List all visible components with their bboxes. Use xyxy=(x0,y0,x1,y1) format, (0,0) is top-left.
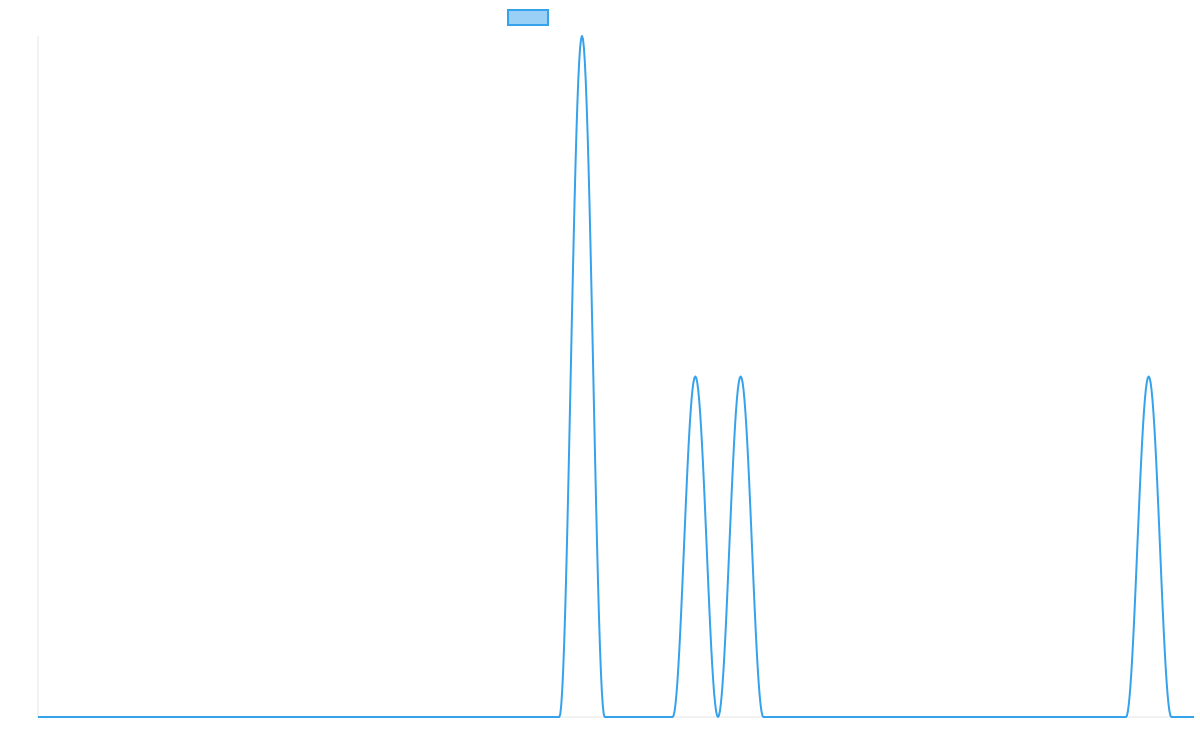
data-point xyxy=(987,714,993,720)
data-point xyxy=(602,714,608,720)
data-point xyxy=(783,714,789,720)
data-point xyxy=(738,374,744,380)
data-point xyxy=(1055,714,1061,720)
legend-swatch[interactable] xyxy=(507,9,549,26)
data-point xyxy=(919,714,925,720)
data-point xyxy=(692,374,698,380)
data-point xyxy=(647,714,653,720)
data-point xyxy=(466,714,472,720)
data-point xyxy=(330,714,336,720)
data-point xyxy=(715,714,721,720)
data-point xyxy=(851,714,857,720)
data-point xyxy=(534,714,540,720)
data-point xyxy=(1078,714,1084,720)
data-point xyxy=(760,714,766,720)
data-point xyxy=(874,714,880,720)
data-point xyxy=(1146,374,1152,380)
data-point xyxy=(262,714,268,720)
series-layer xyxy=(35,33,1197,720)
data-point xyxy=(1032,714,1038,720)
data-point xyxy=(1100,714,1106,720)
legend[interactable] xyxy=(507,9,549,26)
series-line-0 xyxy=(37,35,1195,718)
data-point xyxy=(375,714,381,720)
data-point xyxy=(80,714,86,720)
data-point xyxy=(624,714,630,720)
data-point xyxy=(1191,714,1197,720)
data-point xyxy=(352,714,358,720)
axes xyxy=(37,36,1194,718)
data-point xyxy=(148,714,154,720)
data-point xyxy=(126,714,132,720)
data-point xyxy=(828,714,834,720)
data-point xyxy=(670,714,676,720)
data-point xyxy=(216,714,222,720)
data-point xyxy=(556,714,562,720)
data-point xyxy=(239,714,245,720)
data-point xyxy=(1168,714,1174,720)
data-point xyxy=(35,714,41,720)
data-point xyxy=(896,714,902,720)
data-point xyxy=(398,714,404,720)
data-point xyxy=(171,714,177,720)
data-point xyxy=(1123,714,1129,720)
data-point xyxy=(964,714,970,720)
data-point xyxy=(942,714,948,720)
data-point xyxy=(443,714,449,720)
data-point xyxy=(103,714,109,720)
data-point xyxy=(579,33,585,39)
data-point xyxy=(307,714,313,720)
data-point xyxy=(511,714,517,720)
data-point xyxy=(284,714,290,720)
data-point xyxy=(194,714,200,720)
data-point xyxy=(1010,714,1016,720)
data-point xyxy=(806,714,812,720)
data-point xyxy=(488,714,494,720)
data-point xyxy=(58,714,64,720)
data-point xyxy=(420,714,426,720)
